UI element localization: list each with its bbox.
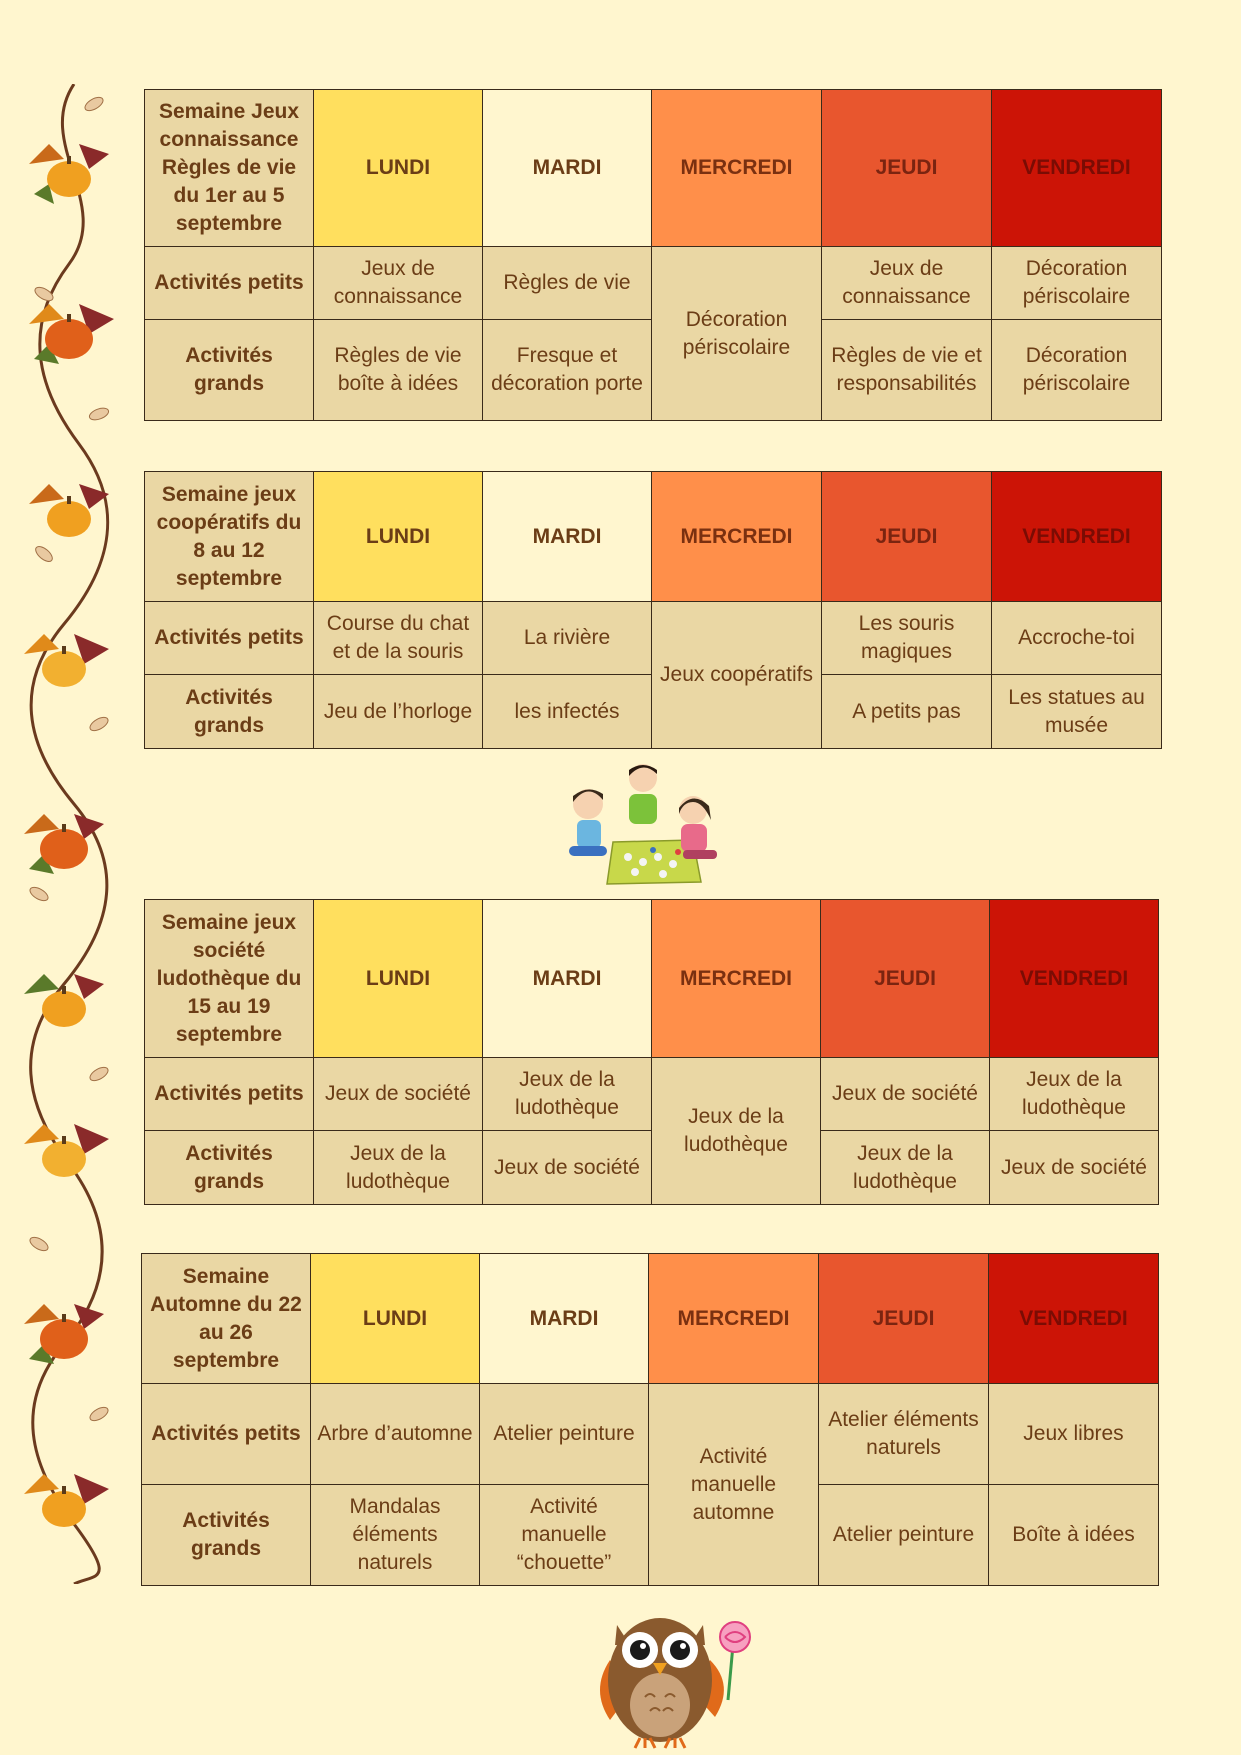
- row-label-petits: Activités petits: [144, 1057, 314, 1131]
- activity-cell: Règles de vie: [482, 246, 652, 320]
- day-header-mardi: MARDI: [482, 89, 652, 247]
- day-header-vendredi: VENDREDI: [989, 899, 1159, 1058]
- activity-cell-mercredi: Activité manuelle automne: [648, 1383, 819, 1586]
- activity-cell: Arbre d’automne: [310, 1383, 480, 1485]
- day-header-vendredi: VENDREDI: [991, 471, 1162, 602]
- activity-cell: Jeux de société: [313, 1057, 483, 1131]
- activity-cell: Mandalas éléments naturels: [310, 1484, 480, 1586]
- activity-cell: Règles de vie boîte à idées: [313, 319, 483, 421]
- day-header-lundi: LUNDI: [313, 89, 483, 247]
- week-3-table: Semaine jeux société ludothèque du 15 au…: [144, 899, 1159, 1205]
- week-2-table: Semaine jeux coopératifs du 8 au 12 sept…: [144, 471, 1162, 749]
- day-header-mercredi: MERCREDI: [651, 89, 822, 247]
- activity-cell: Jeux de la ludothèque: [989, 1057, 1159, 1131]
- day-header-jeudi: JEUDI: [818, 1253, 989, 1384]
- day-header-jeudi: JEUDI: [821, 471, 992, 602]
- row-label-grands: Activités grands: [144, 319, 314, 421]
- activity-cell-mercredi: Jeux de la ludothèque: [651, 1057, 821, 1205]
- activity-cell: Atelier peinture: [818, 1484, 989, 1586]
- activity-cell: Jeux libres: [988, 1383, 1159, 1485]
- row-label-petits: Activités petits: [144, 601, 314, 675]
- row-label-petits: Activités petits: [144, 246, 314, 320]
- activity-cell: Jeux de connaissance: [313, 246, 483, 320]
- owl-lollipop-illustration: [600, 1618, 751, 1749]
- day-header-mercredi: MERCREDI: [651, 899, 821, 1058]
- autumn-vine-decoration: [24, 84, 114, 1584]
- activity-cell: Accroche-toi: [991, 601, 1162, 675]
- day-header-lundi: LUNDI: [313, 899, 483, 1058]
- activity-cell: Les statues au musée: [991, 674, 1162, 749]
- activity-cell: Jeux de la ludothèque: [482, 1057, 652, 1131]
- activity-cell: Jeu de l’horloge: [313, 674, 483, 749]
- week-1-table: Semaine Jeux connaissance Règles de vie …: [144, 89, 1162, 421]
- activity-cell: Course du chat et de la souris: [313, 601, 483, 675]
- day-header-mercredi: MERCREDI: [651, 471, 822, 602]
- activity-cell: Activité manuelle “chouette”: [479, 1484, 649, 1586]
- activity-cell-mercredi: Jeux coopératifs: [651, 601, 822, 749]
- row-label-grands: Activités grands: [141, 1484, 311, 1586]
- day-header-lundi: LUNDI: [310, 1253, 480, 1384]
- activity-cell: Atelier éléments naturels: [818, 1383, 989, 1485]
- activity-cell: Jeux de société: [820, 1057, 990, 1131]
- activity-cell: Décoration périscolaire: [991, 319, 1162, 421]
- activity-cell: Jeux de société: [989, 1130, 1159, 1205]
- week-title: Semaine Automne du 22 au 26 septembre: [141, 1253, 311, 1384]
- day-header-lundi: LUNDI: [313, 471, 483, 602]
- week-title: Semaine Jeux connaissance Règles de vie …: [144, 89, 314, 247]
- week-4-table: Semaine Automne du 22 au 26 septembre LU…: [141, 1253, 1159, 1586]
- week-title: Semaine jeux coopératifs du 8 au 12 sept…: [144, 471, 314, 602]
- activity-cell: les infectés: [482, 674, 652, 749]
- activity-cell: Les souris magiques: [821, 601, 992, 675]
- activity-cell: Jeux de connaissance: [821, 246, 992, 320]
- day-header-jeudi: JEUDI: [821, 89, 992, 247]
- activity-cell: Boîte à idées: [988, 1484, 1159, 1586]
- activity-cell: Décoration périscolaire: [991, 246, 1162, 320]
- activity-cell: A petits pas: [821, 674, 992, 749]
- activity-cell: Fresque et décoration porte: [482, 319, 652, 421]
- day-header-jeudi: JEUDI: [820, 899, 990, 1058]
- day-header-vendredi: VENDREDI: [988, 1253, 1159, 1384]
- row-label-grands: Activités grands: [144, 1130, 314, 1205]
- day-header-mardi: MARDI: [482, 471, 652, 602]
- activity-cell: La rivière: [482, 601, 652, 675]
- day-header-mardi: MARDI: [479, 1253, 649, 1384]
- activity-cell: Jeux de la ludothèque: [820, 1130, 990, 1205]
- activity-cell: Règles de vie et responsabilités: [821, 319, 992, 421]
- day-header-mardi: MARDI: [482, 899, 652, 1058]
- day-header-vendredi: VENDREDI: [991, 89, 1162, 247]
- activity-cell: Jeux de la ludothèque: [313, 1130, 483, 1205]
- week-title: Semaine jeux société ludothèque du 15 au…: [144, 899, 314, 1058]
- activity-cell: Atelier peinture: [479, 1383, 649, 1485]
- activity-cell: Jeux de société: [482, 1130, 652, 1205]
- row-label-grands: Activités grands: [144, 674, 314, 749]
- day-header-mercredi: MERCREDI: [648, 1253, 819, 1384]
- row-label-petits: Activités petits: [141, 1383, 311, 1485]
- children-board-game-illustration: [569, 764, 717, 885]
- activity-cell-mercredi: Décoration périscolaire: [651, 246, 822, 421]
